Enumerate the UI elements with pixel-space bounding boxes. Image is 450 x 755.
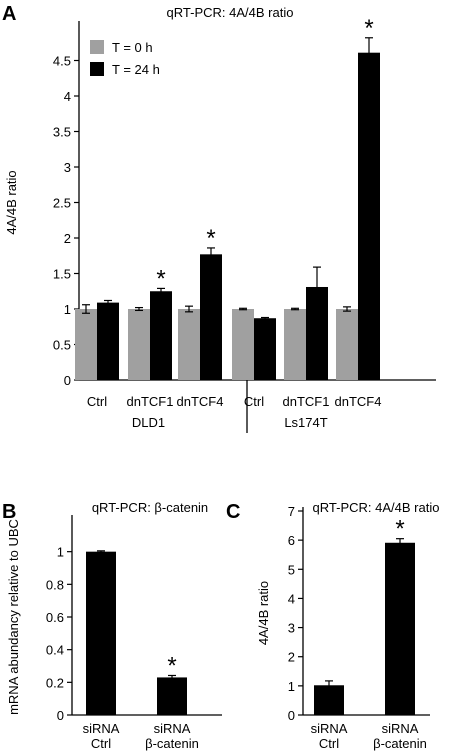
x-tick-label: siRNA (154, 721, 191, 736)
bar-a-t24h-4 (306, 286, 328, 380)
y-tick-label: 0 (57, 708, 64, 723)
y-tick-label: 3.5 (53, 125, 71, 140)
legend-label: T = 24 h (112, 62, 160, 77)
y-tick-label: 4 (288, 591, 295, 606)
y-tick-label: 7 (288, 504, 295, 519)
panel-letter-a: A (2, 3, 16, 25)
x-tick-label: β-catenin (373, 736, 427, 751)
y-axis-label: 4A/4B ratio (256, 581, 271, 645)
significance-marker: * (167, 652, 176, 679)
y-tick-label: 3 (288, 621, 295, 636)
bar-a-t24h-1 (150, 291, 172, 380)
significance-marker: * (395, 516, 404, 543)
y-tick-label: 0.8 (46, 577, 64, 592)
y-tick-label: 3 (64, 160, 71, 175)
bar-a-t24h-2 (200, 254, 222, 380)
chart-b: qRT-PCR: β-catenin mRNA abundancy relativ… (6, 500, 222, 751)
x-tick-label: siRNA (311, 721, 348, 736)
group-label: DLD1 (132, 415, 165, 430)
x-tick-label: Ctrl (87, 394, 107, 409)
legend-swatch (90, 62, 104, 76)
x-tick-label: siRNA (83, 721, 120, 736)
bar-a-t24h-5 (358, 52, 380, 380)
bar-b-value-0 (86, 551, 116, 715)
x-tick-label: dnTCF4 (335, 394, 382, 409)
y-tick-label: 0 (64, 373, 71, 388)
y-tick-label: 0 (288, 708, 295, 723)
bar-a-t0h-0 (75, 309, 97, 380)
bar-a-t0h-3 (232, 309, 254, 380)
y-tick-label: 4 (64, 89, 71, 104)
x-tick-label: dnTCF1 (283, 394, 330, 409)
significance-marker: * (156, 265, 165, 292)
bar-a-t0h-5 (336, 309, 358, 380)
y-tick-label: 5 (288, 562, 295, 577)
y-tick-label: 2 (288, 650, 295, 665)
bar-a-t24h-0 (97, 302, 119, 380)
legend-swatch (90, 40, 104, 54)
y-tick-label: 6 (288, 533, 295, 548)
panel-letter-b: B (2, 501, 16, 523)
bar-a-t24h-3 (254, 318, 276, 380)
group-label: Ls174T (284, 415, 327, 430)
y-tick-label: 0.4 (46, 643, 64, 658)
y-tick-label: 0.2 (46, 675, 64, 690)
x-tick-label: β-catenin (145, 736, 199, 751)
y-tick-label: 1 (64, 302, 71, 317)
y-tick-label: 0.5 (53, 338, 71, 353)
y-axis-label: 4A/4B ratio (4, 170, 19, 234)
bar-a-t0h-2 (178, 309, 200, 380)
x-tick-label: siRNA (382, 721, 419, 736)
y-tick-label: 1 (288, 679, 295, 694)
legend-label: T = 0 h (112, 40, 153, 55)
bar-c-value-1 (385, 542, 415, 715)
bar-a-t0h-4 (284, 309, 306, 380)
x-tick-label: Ctrl (244, 394, 264, 409)
y-tick-label: 2 (64, 231, 71, 246)
y-tick-label: 2.5 (53, 196, 71, 211)
significance-marker: * (206, 225, 215, 252)
chart-c: qRT-PCR: 4A/4B ratio 4A/4B ratio 0 1 2 3 4 5 6 7 s… (256, 500, 439, 751)
chart-title: qRT-PCR: 4A/4B ratio (167, 5, 294, 20)
y-tick-label: 4.5 (53, 54, 71, 69)
chart-title: qRT-PCR: β-catenin (92, 500, 208, 515)
y-tick-label: 0.6 (46, 610, 64, 625)
chart-title: qRT-PCR: 4A/4B ratio (313, 500, 440, 515)
y-axis-label: mRNA abundancy relative to UBC (6, 519, 21, 715)
chart-a: qRT-PCR: 4A/4B ratio 4A/4B ratio 0 0.5 1 1.5 2… (4, 5, 436, 433)
bar-b-value-1 (157, 677, 187, 715)
panel-letter-c: C (226, 501, 240, 523)
y-tick-label: 1.5 (53, 267, 71, 282)
x-tick-label: dnTCF4 (177, 394, 224, 409)
bar-a-t0h-1 (128, 309, 150, 380)
x-tick-label: Ctrl (319, 736, 339, 751)
y-tick-label: 1 (57, 545, 64, 560)
significance-marker: * (364, 15, 373, 42)
x-tick-label: dnTCF1 (127, 394, 174, 409)
x-tick-label: Ctrl (91, 736, 111, 751)
